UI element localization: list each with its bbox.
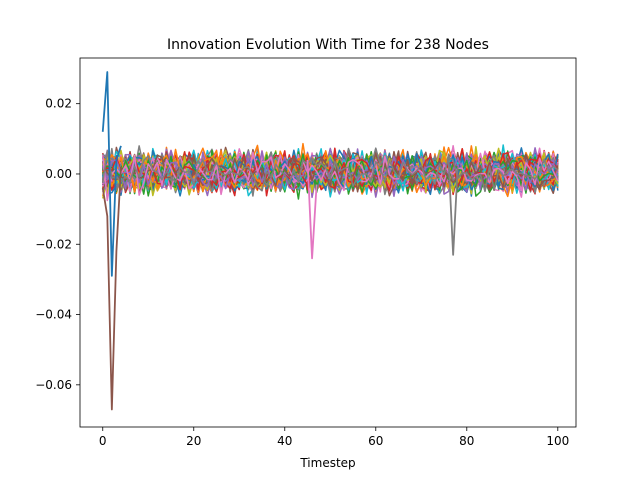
plot-area xyxy=(101,71,559,411)
x-tick-label: 0 xyxy=(99,434,107,448)
x-axis-label: Timestep xyxy=(299,456,355,470)
outlier-series-3 xyxy=(306,159,318,260)
axes: 0 20 40 60 80 100 0.02 0.00 −0.02 −0.04 −0.06 xyxy=(35,57,577,448)
outlier-series-2 xyxy=(101,166,122,411)
y-tick-label: −0.02 xyxy=(35,237,72,251)
y-tick-label: 0.02 xyxy=(45,97,72,111)
x-tick-label: 40 xyxy=(277,434,292,448)
x-tick-label: 100 xyxy=(546,434,569,448)
series-line-238 xyxy=(102,150,559,193)
x-tick-label: 20 xyxy=(186,434,201,448)
chart-title: Innovation Evolution With Time for 238 N… xyxy=(167,37,489,53)
x-tick-label: 60 xyxy=(368,434,383,448)
x-tick-label: 80 xyxy=(459,434,474,448)
outlier-series-4 xyxy=(447,159,459,256)
axes-frame xyxy=(79,57,577,428)
outlier-series-1 xyxy=(101,71,122,277)
y-tick-label: 0.00 xyxy=(45,167,72,181)
y-tick-label: −0.04 xyxy=(35,308,72,322)
y-tick-label: −0.06 xyxy=(35,378,72,392)
